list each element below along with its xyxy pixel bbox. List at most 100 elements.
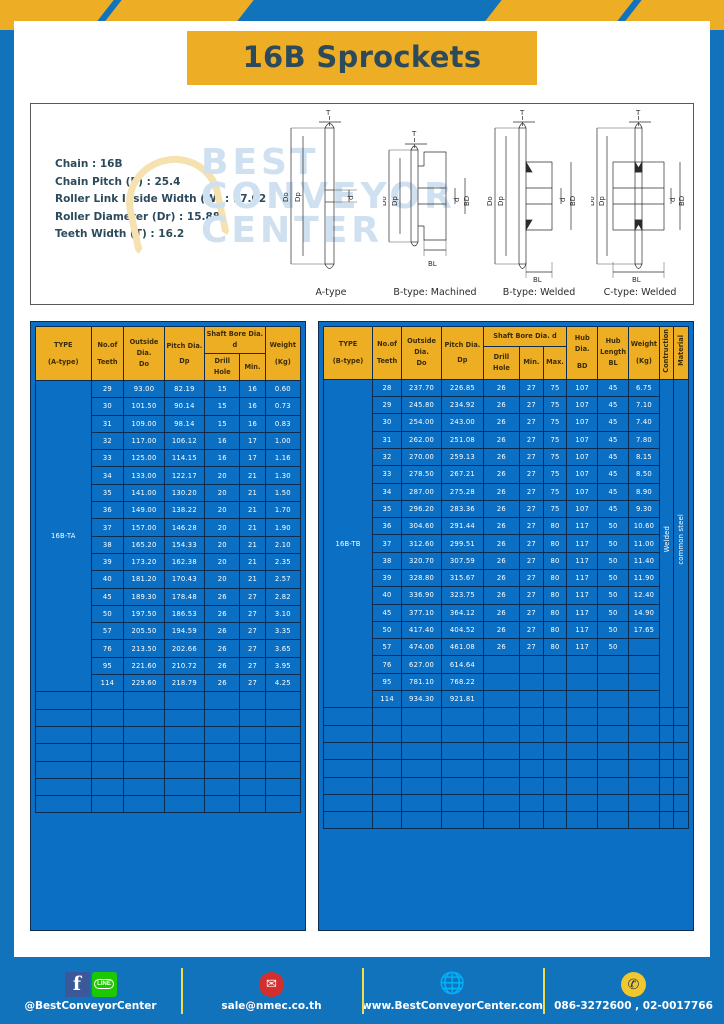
th-od-sym: Do: [138, 360, 149, 368]
table-cell: 114: [372, 690, 403, 709]
table-cell: 80: [542, 534, 568, 553]
table-cell-empty: [239, 725, 266, 745]
diagram-a-type: T Do Dp d A-type: [279, 110, 383, 304]
table-cell-empty: [322, 793, 374, 813]
th-type-main: TYPE: [53, 340, 73, 349]
table-cell-empty: [542, 759, 568, 778]
table-cell: 26: [482, 586, 521, 605]
table-cell: 2.82: [264, 587, 302, 606]
table-row: 45 189.30 178.48 26 27 2.82: [36, 587, 302, 606]
table-cell: 210.72: [163, 656, 206, 676]
table-cell: 50: [597, 638, 629, 657]
th-od-main: Outside: [407, 337, 436, 346]
table-cell: 75: [542, 396, 568, 415]
table-cell: 45: [597, 499, 629, 519]
th-teeth: No.of Teeth: [90, 326, 125, 381]
table-cell: 27: [519, 638, 544, 657]
table-cell: 45: [597, 378, 629, 398]
table-cell: 75: [542, 499, 568, 519]
table-row: 76 627.00 614.64: [324, 655, 689, 674]
table-cell: [597, 655, 629, 674]
table-cell: 323.75: [441, 586, 484, 605]
table-cell-empty: [658, 793, 675, 813]
table-cell-empty: [123, 691, 165, 710]
table-cell: 45: [597, 447, 629, 467]
footer-email[interactable]: ✉ sale@nmec.co.th: [181, 962, 362, 1020]
table-row: 16B-TA 29 93.00 82.19 15 16 0.60: [35, 379, 302, 693]
table-cell: 26: [482, 534, 521, 553]
table-cell: 26: [482, 378, 521, 398]
table-cell-empty: [519, 724, 544, 743]
table-cell-empty: [658, 759, 675, 778]
table-cell: 57: [90, 622, 125, 641]
table-cell: 1.50: [264, 483, 302, 503]
th-weight-unit: (Kg): [636, 356, 652, 365]
phone-icon[interactable]: ✆: [621, 971, 646, 997]
table-cell: 39: [372, 568, 403, 588]
table-cell: 27: [519, 499, 544, 519]
table-cell-empty: [542, 811, 568, 830]
diagram-b-type-machined: T Do Dp d BD BL B-type: Machined: [383, 110, 487, 304]
email-icon[interactable]: ✉: [259, 971, 284, 997]
table-cell: 3.35: [264, 622, 302, 641]
table-cell: 218.79: [163, 674, 206, 693]
table-row-empty: [35, 760, 302, 779]
th-bore-group: Shaft Bore Dia. d: [204, 326, 266, 354]
table-cell: 21: [239, 570, 266, 589]
diagram-caption: C-type: Welded: [603, 287, 677, 298]
th-drill-hole: Drill Hole: [204, 353, 241, 381]
table-cell-empty: [401, 776, 443, 795]
table-cell: 27: [239, 639, 266, 658]
diagram-caption: A-type: [315, 287, 347, 298]
table-cell: 27: [519, 413, 544, 432]
table-cell: 1.00: [264, 431, 302, 451]
table-cell: 226.85: [441, 378, 484, 398]
th-outside-dia: Outside Dia. Do: [123, 326, 165, 381]
table-cell: 202.66: [163, 639, 206, 658]
table-cell: 117: [566, 620, 599, 640]
table-cell: 1.90: [264, 518, 302, 537]
table-cell: 27: [519, 586, 544, 605]
footer-website[interactable]: 🌐 www.BestConveyorCenter.com: [362, 962, 543, 1020]
table-cell: 117.00: [123, 431, 165, 451]
table-cell: 75: [542, 465, 568, 484]
table-cell: 117: [566, 568, 599, 588]
table-cell: 627.00: [401, 655, 443, 674]
table-cell-empty: [482, 741, 521, 761]
th-weight-main: Weight: [269, 340, 296, 349]
table-cell-empty: [566, 759, 599, 778]
table-cell: 259.13: [441, 447, 484, 467]
table-cell-empty: [597, 724, 629, 743]
table-cell: 75: [542, 413, 568, 432]
table-cell: 82.19: [163, 379, 206, 399]
table-cell: 80: [542, 638, 568, 657]
table-cell-empty: [673, 724, 689, 743]
table-cell: 3.10: [264, 604, 302, 624]
svg-text:BL: BL: [428, 260, 437, 268]
table-cell: 229.60: [123, 674, 165, 693]
table-cell: 21: [239, 535, 266, 554]
title-banner: 16B Sprockets: [186, 31, 538, 85]
table-row: 45 377.10 364.12 26 27 80 117 50 14.90: [324, 603, 689, 622]
footer-social[interactable]: f LINE @BestConveyorCenter: [0, 962, 181, 1020]
line-icon[interactable]: LINE: [91, 971, 117, 997]
table-cell: 27: [519, 482, 544, 501]
table-cell-empty: [264, 708, 302, 727]
table-row: 34 133.00 122.17 20 21 1.30: [36, 466, 302, 485]
footer-phone[interactable]: ✆ 086-3272600 , 02-0017766: [543, 962, 724, 1020]
type-label-cell: 16B-TB: [322, 378, 374, 709]
table-cell-empty: [658, 776, 675, 795]
table-cell: 6.75: [628, 378, 660, 398]
table-cell: 15: [204, 379, 241, 399]
table-cell: [482, 672, 521, 692]
table-cell: 107: [566, 378, 599, 398]
table-cell-empty: [628, 811, 660, 830]
globe-icon[interactable]: 🌐: [439, 971, 466, 997]
table-cell: 20: [204, 501, 241, 520]
facebook-icon[interactable]: f: [64, 971, 90, 997]
table-cell-empty: [673, 793, 689, 813]
table-cell-empty: [628, 759, 660, 778]
table-cell: 45: [372, 603, 403, 622]
table-cell-empty: [597, 811, 629, 830]
table-row: 95 221.60 210.72 26 27 3.95: [36, 656, 302, 676]
